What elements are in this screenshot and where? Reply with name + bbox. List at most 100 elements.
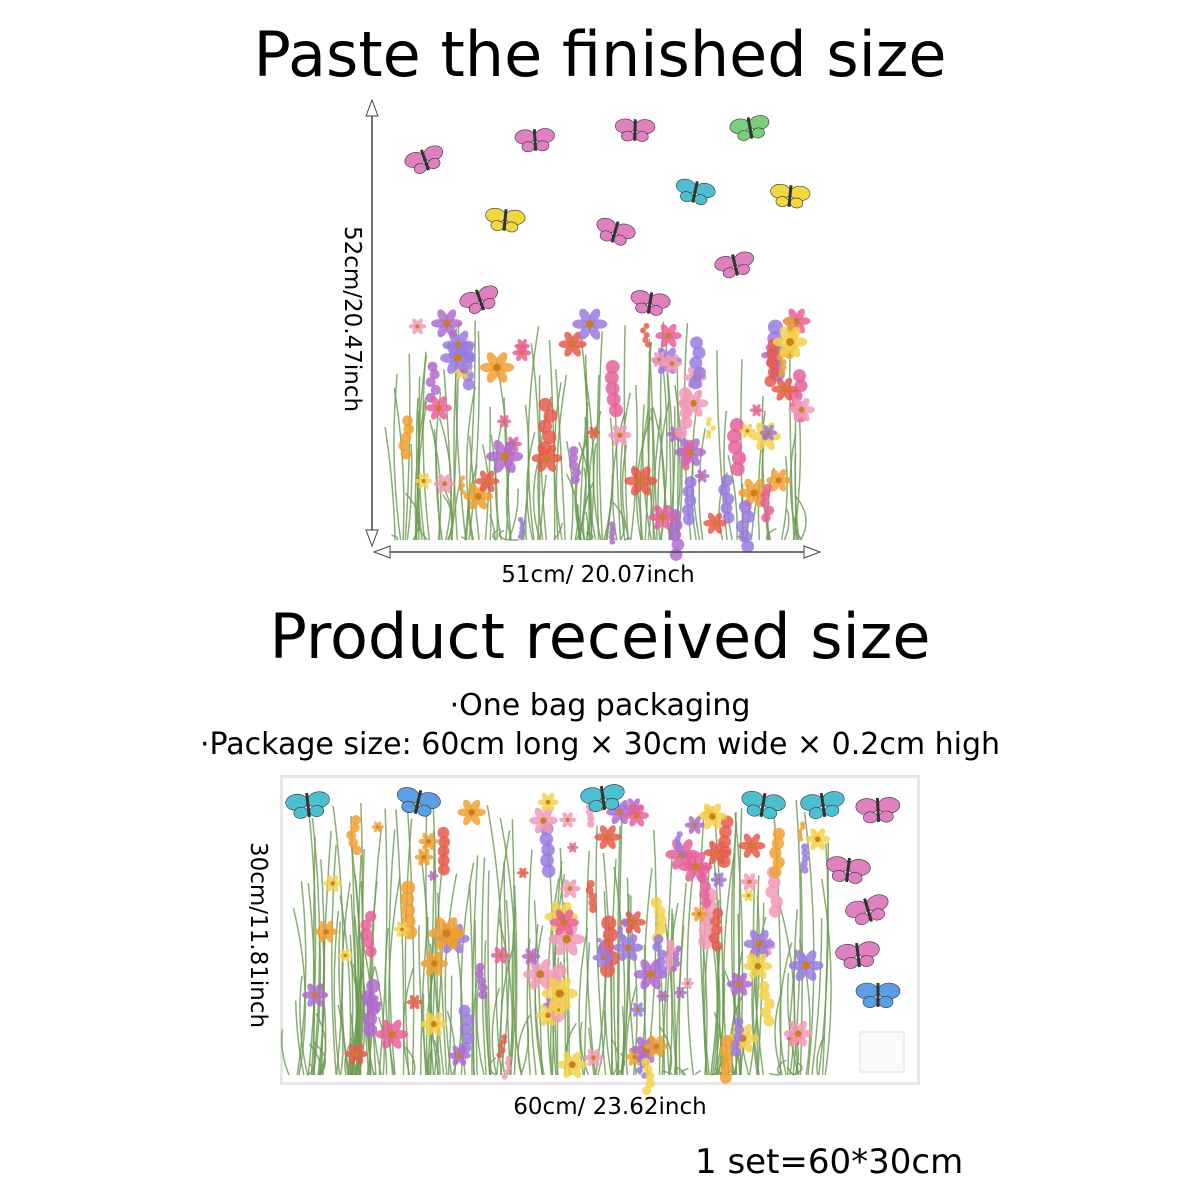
flower-petal [698, 906, 705, 914]
flower-stem [711, 1067, 719, 1076]
flower-petal [503, 440, 516, 456]
flower-petal [423, 848, 430, 857]
flower-petal [684, 977, 689, 984]
butterfly-body [691, 181, 699, 203]
flower-petal [771, 469, 780, 480]
flower-petal [494, 946, 501, 955]
flower-center [442, 929, 451, 938]
flower-center [659, 514, 666, 521]
flower-petal [607, 825, 616, 837]
flower-spike [763, 483, 773, 493]
butterfly-body [819, 792, 827, 818]
butterfly-icon [800, 791, 845, 820]
flower-spike [797, 828, 803, 834]
flower-petal [687, 983, 692, 989]
flower-stem [498, 529, 508, 541]
flower-stem [307, 1062, 314, 1076]
butterfly-icon [729, 115, 770, 141]
butterfly-icon [675, 178, 716, 206]
flower-center [561, 919, 568, 926]
flower-petal [433, 964, 443, 976]
butterfly-body [863, 898, 873, 922]
flower-petal [422, 832, 429, 841]
flower-center [691, 862, 700, 871]
flower-stem [491, 987, 501, 1076]
flower-center [443, 319, 451, 327]
flower-petal [795, 950, 808, 965]
flower-spike [478, 990, 488, 1000]
flower-spike [730, 462, 745, 477]
flower-center [748, 842, 755, 849]
flower-center [571, 846, 574, 849]
flower-stem [794, 516, 803, 541]
flower-spike [604, 370, 619, 385]
flower-center [376, 825, 380, 829]
flower-center [637, 477, 645, 485]
butterfly-icon [580, 784, 625, 812]
flower-spike [400, 880, 416, 895]
flower-stem [307, 809, 317, 1076]
flower-center [745, 428, 750, 433]
flower-petal [522, 873, 527, 879]
flower-spike [683, 457, 691, 465]
flower-spike [518, 529, 525, 536]
flower-petal [562, 812, 569, 820]
flower-petal [565, 940, 578, 956]
flower-spike [711, 940, 723, 952]
flower-spike [458, 1004, 471, 1017]
flower-stem [820, 878, 832, 1076]
flower-spike [769, 846, 782, 859]
flower-spike [543, 408, 558, 423]
flower-spike [654, 923, 667, 935]
flower-spike [682, 513, 695, 526]
flower-petal [711, 817, 722, 830]
flower-center [474, 492, 482, 500]
flower-spike [761, 513, 771, 523]
flower-spike [350, 822, 360, 833]
flower-spike [711, 924, 723, 935]
flower-petal [542, 821, 553, 834]
flower-spike [720, 1062, 733, 1075]
flower-center [540, 817, 547, 824]
flower-center [412, 1000, 417, 1004]
flower-center [442, 481, 448, 487]
flower-stem [338, 921, 351, 1076]
flower-spike [670, 965, 677, 972]
flower-spike [462, 378, 475, 391]
flower-stem [337, 1004, 344, 1076]
flower-spike [800, 821, 806, 827]
flower-spike [599, 962, 616, 978]
flower-stem [701, 936, 708, 1076]
flower-petal [377, 827, 382, 833]
flower-stem [579, 1021, 590, 1076]
flower-center [545, 799, 551, 805]
flower-stem [384, 427, 396, 541]
flower-spike [679, 406, 693, 420]
flower-petal [627, 934, 638, 947]
flower-petal [746, 423, 753, 431]
flower-petal [539, 958, 551, 974]
flower-petal [746, 431, 753, 439]
flower-petal [521, 338, 527, 346]
flower-stem [444, 873, 458, 1076]
flower-petal [681, 839, 693, 854]
flower-center [468, 809, 475, 816]
flower-center [529, 954, 534, 959]
butterfly-icon [514, 128, 555, 153]
flower-center [388, 1030, 396, 1038]
flower-spike [568, 453, 578, 463]
flower-spike [366, 979, 381, 994]
flower-center [747, 893, 751, 898]
flower-stem [391, 534, 399, 541]
flower-stem [671, 913, 678, 1076]
flower-spike [675, 840, 682, 847]
flower-center [500, 452, 509, 461]
flower-spike [400, 448, 412, 460]
flower-spike [664, 957, 672, 966]
flower-petal [539, 975, 551, 990]
flower-center [712, 520, 718, 526]
flower-stem [574, 440, 588, 541]
flower-spike [609, 403, 623, 418]
flower-petal [477, 497, 488, 510]
flower-petal [655, 1035, 664, 1046]
